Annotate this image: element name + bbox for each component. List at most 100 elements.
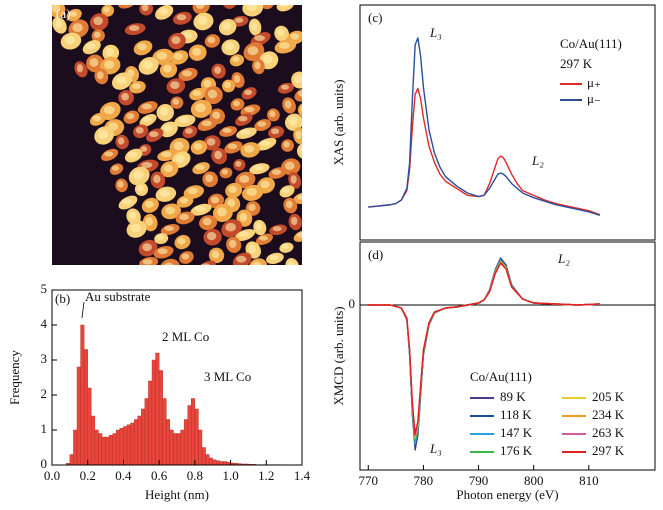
histogram-bar <box>141 409 145 465</box>
figure: (a)0.00.20.40.60.81.01.21.4012345(b)Au s… <box>0 0 663 510</box>
island-top <box>291 175 297 184</box>
island-top <box>137 185 144 192</box>
island-top <box>203 218 212 225</box>
island-top <box>170 81 179 89</box>
island-top <box>164 263 174 272</box>
island-top <box>196 1 205 9</box>
island-top <box>177 238 185 245</box>
island-top <box>136 127 144 133</box>
island-top <box>269 255 278 260</box>
histogram-bar <box>77 367 81 465</box>
series-line <box>368 263 600 436</box>
y-tick-label: 5 <box>41 281 48 296</box>
island-top <box>158 248 168 254</box>
island-top <box>285 162 295 170</box>
island-top <box>121 93 129 101</box>
island-top <box>290 33 299 39</box>
island-top <box>137 43 147 50</box>
histogram-bar <box>198 430 202 465</box>
panel-label: (a) <box>56 6 70 21</box>
island-top <box>182 70 192 76</box>
histogram-bar <box>195 409 199 465</box>
island-top <box>197 16 207 25</box>
island-top <box>201 263 211 268</box>
annotation: L₃ <box>429 25 442 40</box>
island-top <box>217 207 227 216</box>
island-top <box>116 76 127 84</box>
island-top <box>263 0 270 5</box>
island-top <box>207 138 216 146</box>
island-top <box>118 181 124 188</box>
island-top <box>129 211 136 219</box>
histogram-bar <box>223 462 227 466</box>
legend-title: Co/Au(111) <box>470 369 532 384</box>
island-top <box>256 223 262 231</box>
histogram-bar <box>159 371 163 466</box>
legend-label: μ₊ <box>587 75 601 90</box>
legend-label: 89 K <box>500 389 526 404</box>
island-top <box>280 1 289 7</box>
x-tick-label: 0.8 <box>187 468 203 483</box>
annotation: L₂ <box>557 251 570 266</box>
island-top <box>182 253 190 259</box>
island-top <box>247 3 257 12</box>
island-top <box>244 145 254 153</box>
island-top <box>180 198 188 204</box>
histogram-bar <box>170 430 174 465</box>
island-top <box>118 137 125 144</box>
histogram-bar <box>145 399 149 466</box>
island-top <box>288 261 295 269</box>
island-top <box>173 99 179 105</box>
island-top <box>285 100 291 108</box>
series-line <box>368 262 600 437</box>
y-tick-label: 2 <box>41 386 48 401</box>
histogram-bar <box>216 461 220 465</box>
island-top <box>188 188 198 194</box>
island-top <box>273 226 282 231</box>
island-top <box>272 169 281 174</box>
island-top <box>157 235 164 240</box>
series-line <box>368 258 600 450</box>
histogram-bar <box>109 435 113 465</box>
x-tick-label: 1.4 <box>294 468 311 483</box>
island-top <box>164 226 174 231</box>
island-top <box>249 245 256 254</box>
legend-label: 176 K <box>500 443 533 458</box>
island-top <box>121 0 130 4</box>
histogram-bar <box>106 437 110 465</box>
x-tick-label: 800 <box>524 473 544 488</box>
island-top <box>283 141 289 147</box>
histogram-bar <box>163 399 167 466</box>
island-top <box>65 36 75 44</box>
annotation: 2 ML Co <box>162 329 209 344</box>
island-top <box>142 61 152 69</box>
histogram-bar <box>191 399 195 466</box>
island-top <box>122 199 132 205</box>
island-top <box>214 66 221 74</box>
histogram-bar <box>220 462 224 466</box>
island-top <box>300 106 307 113</box>
island-top <box>300 146 308 154</box>
y-tick-label: 4 <box>41 316 48 331</box>
island-top <box>208 37 216 44</box>
island-top <box>222 169 228 174</box>
legend-label: 263 K <box>592 425 625 440</box>
island-top <box>94 32 101 38</box>
island-top <box>297 195 307 200</box>
x-tick-label: 810 <box>579 473 599 488</box>
histogram-bar <box>134 420 138 466</box>
island-top <box>129 25 139 31</box>
island-top <box>257 121 266 127</box>
island-top <box>297 232 306 237</box>
island-top <box>286 200 293 208</box>
annotation: Co/Au(111) <box>560 36 622 51</box>
series-line <box>368 261 600 441</box>
island-top <box>244 107 254 112</box>
island-top <box>248 204 255 211</box>
island-top <box>104 60 114 69</box>
x-tick-label: 780 <box>414 473 434 488</box>
island-top <box>126 113 134 119</box>
histogram-bar <box>70 455 74 466</box>
island-top <box>252 262 261 270</box>
island-top <box>163 65 172 73</box>
